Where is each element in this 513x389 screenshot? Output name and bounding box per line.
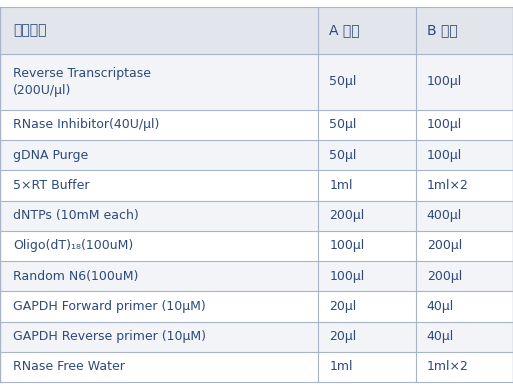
Bar [318, 352, 416, 382]
Bar [318, 231, 416, 261]
Bar [318, 201, 416, 231]
Text: 40μl: 40μl [427, 330, 454, 343]
Text: GAPDH Reverse primer (10μM): GAPDH Reverse primer (10μM) [13, 330, 206, 343]
Text: GAPDH Forward primer (10μM): GAPDH Forward primer (10μM) [13, 300, 206, 313]
Text: B 包装: B 包装 [427, 23, 458, 37]
Text: dNTPs (10mM each): dNTPs (10mM each) [13, 209, 139, 222]
Bar [416, 170, 513, 201]
Bar [0, 261, 318, 291]
Text: 100μl: 100μl [427, 118, 462, 131]
Bar [318, 140, 416, 170]
Text: 1ml: 1ml [329, 360, 353, 373]
Text: 20μl: 20μl [329, 300, 357, 313]
Text: RNase Inhibitor(40U/μl): RNase Inhibitor(40U/μl) [13, 118, 159, 131]
Bar [0, 54, 318, 110]
Bar [416, 7, 513, 54]
Text: gDNA Purge: gDNA Purge [13, 149, 88, 162]
Text: 50μl: 50μl [329, 118, 357, 131]
Bar [416, 322, 513, 352]
Text: 20μl: 20μl [329, 330, 357, 343]
Bar [0, 201, 318, 231]
Bar [416, 261, 513, 291]
Text: 100μl: 100μl [427, 75, 462, 88]
Bar [416, 231, 513, 261]
Bar [318, 170, 416, 201]
Bar [416, 352, 513, 382]
Text: 100μl: 100μl [329, 239, 365, 252]
Text: 1ml: 1ml [329, 179, 353, 192]
Text: 400μl: 400μl [427, 209, 462, 222]
Bar [0, 352, 318, 382]
Bar [318, 7, 416, 54]
Bar [416, 201, 513, 231]
Text: 100μl: 100μl [427, 149, 462, 162]
Text: 5×RT Buffer: 5×RT Buffer [13, 179, 89, 192]
Bar [318, 110, 416, 140]
Text: 50μl: 50μl [329, 149, 357, 162]
Bar [0, 170, 318, 201]
Text: Random N6(100uM): Random N6(100uM) [13, 270, 138, 283]
Text: 200μl: 200μl [329, 209, 365, 222]
Bar [318, 322, 416, 352]
Text: 200μl: 200μl [427, 239, 462, 252]
Bar [0, 140, 318, 170]
Text: 50μl: 50μl [329, 75, 357, 88]
Bar [0, 231, 318, 261]
Text: A 包装: A 包装 [329, 23, 360, 37]
Bar [0, 322, 318, 352]
Text: Reverse Transcriptase
(200U/μl): Reverse Transcriptase (200U/μl) [13, 67, 151, 97]
Bar [416, 291, 513, 322]
Text: 100μl: 100μl [329, 270, 365, 283]
Text: 200μl: 200μl [427, 270, 462, 283]
Bar [318, 54, 416, 110]
Bar [0, 7, 318, 54]
Text: 1ml×2: 1ml×2 [427, 360, 469, 373]
Text: Oligo(dT)₁₈(100uM): Oligo(dT)₁₈(100uM) [13, 239, 133, 252]
Text: 40μl: 40μl [427, 300, 454, 313]
Bar [0, 110, 318, 140]
Text: RNase Free Water: RNase Free Water [13, 360, 125, 373]
Text: 1ml×2: 1ml×2 [427, 179, 469, 192]
Bar [416, 54, 513, 110]
Bar [0, 291, 318, 322]
Text: 产品组成: 产品组成 [13, 23, 46, 37]
Bar [318, 291, 416, 322]
Bar [416, 110, 513, 140]
Bar [318, 261, 416, 291]
Bar [416, 140, 513, 170]
